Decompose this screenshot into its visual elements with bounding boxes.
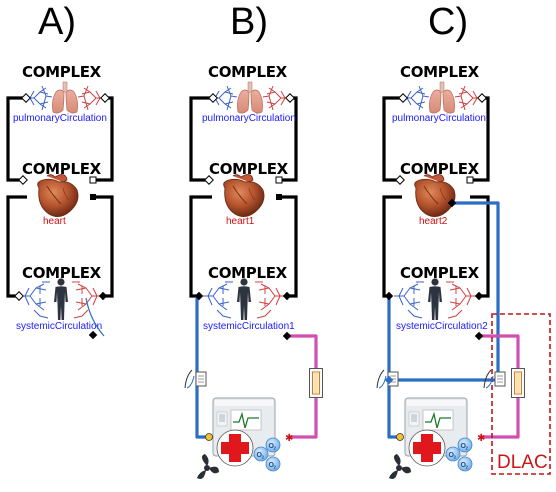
lungs-icon	[23, 81, 107, 114]
panel-b-top-badge: COMPLEX	[208, 63, 288, 81]
panel-a-label: A)	[38, 1, 76, 43]
panel-c-ports: ✱	[384, 93, 487, 444]
heart-icon	[223, 174, 265, 218]
cannula-icon	[309, 368, 323, 398]
svg-text:✱: ✱	[477, 433, 485, 444]
panel-c-top-badge: COMPLEX	[400, 63, 480, 81]
lungs-icon	[208, 81, 292, 114]
panel-a-mid-model: heart	[43, 216, 66, 227]
panel-c: DLAC COMPLEX pulmonaryCirculation COMPLE…	[376, 63, 551, 480]
panel-a-ports	[14, 93, 110, 340]
panel-b: COMPLEX pulmonaryCirculation COMPLEX hea…	[184, 63, 323, 480]
panel-c-label: C)	[428, 1, 468, 43]
panel-b-mid-model: heart1	[226, 216, 255, 227]
panel-c-top-model: pulmonaryCirculation	[392, 113, 486, 124]
panel-b-label: B)	[230, 1, 268, 43]
panel-a: COMPLEX pulmonaryCirculation COMPLEX hea…	[6, 63, 114, 340]
panel-b-ports: ✱	[194, 93, 295, 444]
panel-b-mid-badge: COMPLEX	[209, 160, 289, 178]
human-body-icon	[19, 277, 103, 321]
panel-c-mid-model: heart2	[419, 216, 448, 227]
panel-b-bottom-badge: COMPLEX	[208, 264, 288, 282]
flow-gauge-icon	[184, 369, 207, 389]
panel-c-mid-badge: COMPLEX	[400, 160, 480, 178]
dlac-region-box	[491, 313, 551, 475]
human-body-icon	[393, 277, 477, 321]
panel-a-bottom-model: systemicCirculation	[16, 321, 102, 332]
human-body-icon	[202, 277, 286, 321]
panel-c-bottom-badge: COMPLEX	[400, 264, 480, 282]
dlac-label: DLAC	[497, 452, 548, 473]
panel-c-bottom-model: systemicCirculation2	[396, 321, 488, 332]
heart-icon	[37, 174, 79, 218]
panel-b-bottom-model: systemicCirculation1	[203, 321, 295, 332]
panel-a-bottom-badge: COMPLEX	[22, 264, 102, 282]
panel-b-top-model: pulmonaryCirculation	[202, 113, 296, 124]
panel-a-mid-badge: COMPLEX	[22, 160, 102, 178]
panel-a-top-badge: COMPLEX	[22, 63, 102, 81]
panel-a-top-model: pulmonaryCirculation	[13, 113, 107, 124]
svg-text:✱: ✱	[285, 433, 293, 444]
cannula-icon	[511, 368, 525, 398]
lungs-icon	[400, 81, 484, 114]
heart-icon	[414, 174, 456, 218]
